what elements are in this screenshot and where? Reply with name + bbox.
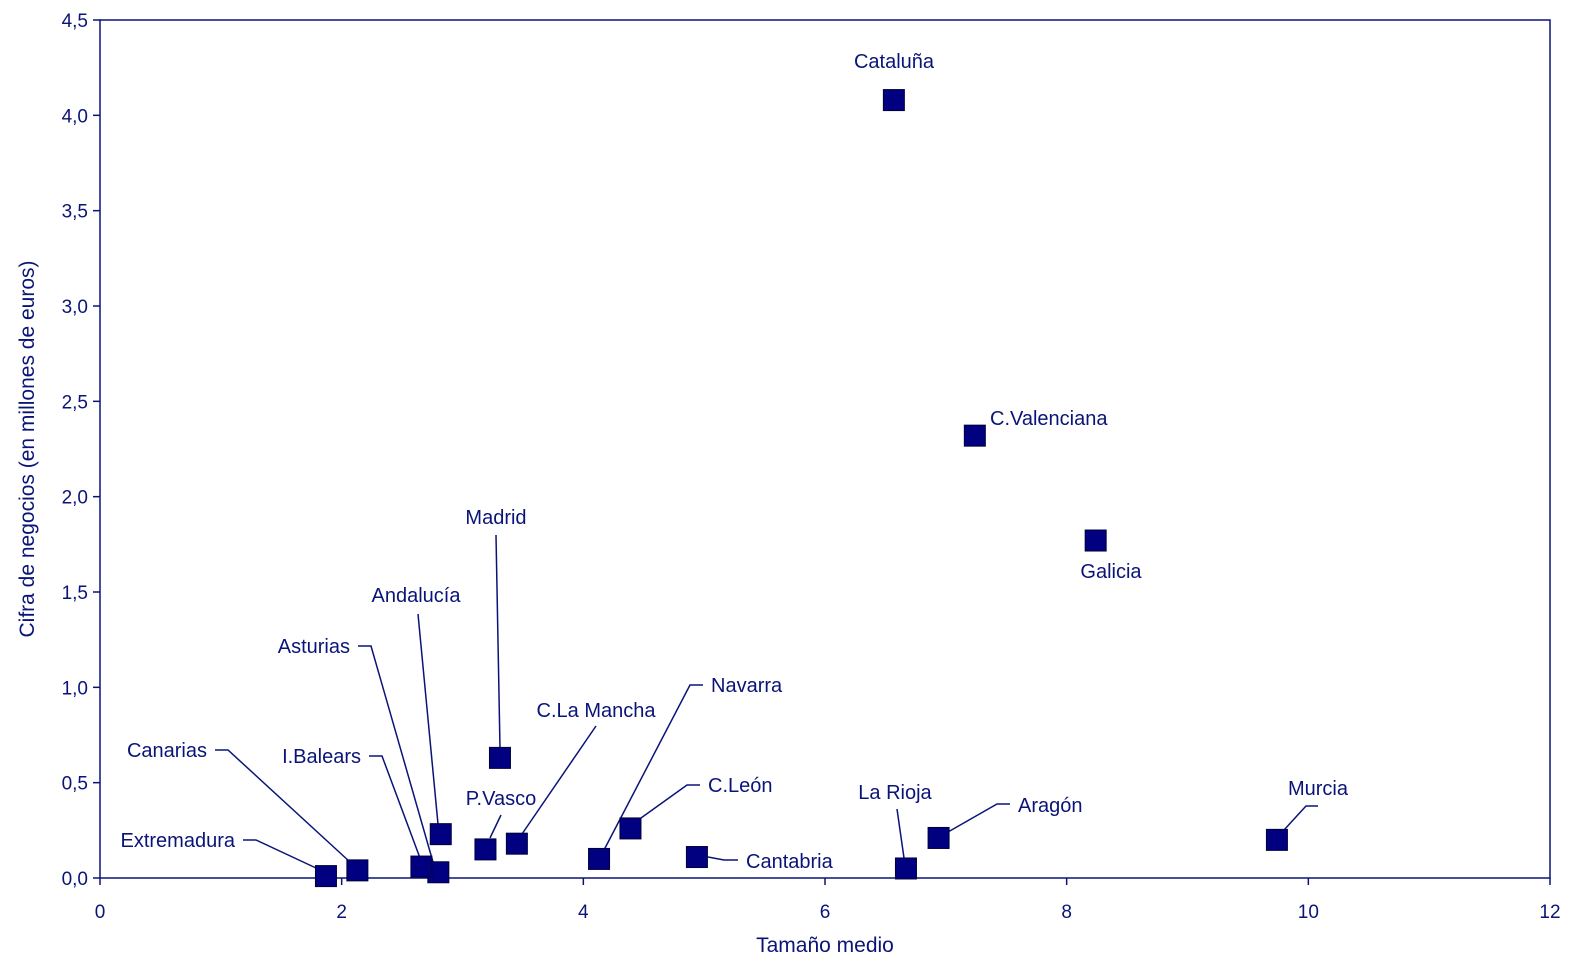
leader-line-murcia: [1283, 805, 1318, 831]
marker-navarra: [588, 847, 611, 870]
leader-line-cantabria: [707, 856, 738, 861]
leader-line-navarra: [603, 684, 703, 851]
leader-line-aragon: [947, 803, 1010, 833]
marker-la-rioja: [894, 857, 917, 880]
marker-aragon: [927, 826, 950, 849]
label-i-balears: I.Balears: [282, 746, 361, 768]
label-extremadura: Extremadura: [121, 830, 236, 852]
y-tick-label: 3,5: [62, 202, 88, 223]
x-tick-label: 8: [1061, 902, 1072, 923]
y-tick-label: 2,5: [62, 392, 88, 413]
leader-line-c-la-mancha: [521, 725, 597, 835]
x-tick-label: 0: [95, 902, 106, 923]
label-madrid: Madrid: [465, 507, 526, 529]
label-canarias: Canarias: [127, 740, 207, 762]
label-asturias: Asturias: [278, 636, 350, 658]
label-aragon: Aragón: [1018, 795, 1083, 817]
marker-galicia: [1084, 529, 1107, 552]
x-tick-label: 6: [820, 902, 831, 923]
label-andalucia: Andalucía: [372, 585, 462, 607]
y-tick-label: 1,5: [62, 583, 88, 604]
label-cantabria: Cantabria: [746, 851, 834, 873]
point-labels: Cataluña C.Valenciana Galicia Madrid Andaluc…: [121, 51, 1349, 873]
y-tick-label: 1,0: [62, 678, 88, 699]
leader-line-extremadura: [243, 839, 317, 869]
label-c-la-mancha: C.La Mancha: [537, 700, 657, 722]
label-c-leon: C.León: [708, 775, 773, 797]
leader-line-canarias: [215, 749, 351, 863]
label-murcia: Murcia: [1288, 778, 1349, 800]
marker-p-vasco: [474, 838, 497, 861]
marker-i-balears: [410, 855, 433, 878]
label-navarra: Navarra: [711, 675, 783, 697]
x-tick-label: 2: [336, 902, 347, 923]
leader-line-c-leon: [640, 784, 700, 819]
label-cataluna: Cataluña: [854, 51, 935, 73]
markers: [314, 89, 1288, 888]
x-tick-label: 10: [1298, 902, 1319, 923]
y-tick-label: 4,0: [62, 106, 88, 127]
marker-andalucia: [429, 823, 452, 846]
marker-murcia: [1265, 828, 1288, 851]
leader-line-asturias: [358, 645, 434, 863]
marker-madrid: [488, 746, 511, 769]
marker-extremadura: [314, 865, 337, 888]
x-tick-label: 4: [578, 902, 589, 923]
marker-cataluna: [882, 89, 905, 112]
leader-line-madrid: [495, 534, 501, 749]
marker-c-leon: [619, 817, 642, 840]
y-tick-label: 2,0: [62, 488, 88, 509]
y-tick-label: 0,0: [62, 869, 88, 890]
y-axis-title: Cifra de negocios (en millones de euros): [16, 260, 39, 637]
y-axis: 0,0 0,5 1,0 1,5 2,0 2,5 3,0 3,5 4,0 4,5: [62, 11, 100, 890]
y-tick-label: 0,5: [62, 774, 88, 795]
marker-canarias: [346, 859, 369, 882]
label-p-vasco: P.Vasco: [466, 788, 536, 810]
x-tick-label: 12: [1539, 902, 1560, 923]
leader-line-andalucia: [417, 613, 439, 825]
label-la-rioja: La Rioja: [858, 782, 932, 804]
marker-c-valenciana: [963, 424, 986, 447]
label-c-valenciana: C.Valenciana: [990, 408, 1108, 430]
marker-cantabria: [685, 846, 708, 869]
x-axis-title: Tamaño medio: [756, 934, 894, 957]
leader-line-i-balears: [369, 755, 421, 859]
leader-line-la-rioja: [896, 808, 905, 859]
label-galicia: Galicia: [1080, 561, 1142, 583]
leader-lines: [215, 534, 1318, 869]
x-axis: 0 2 4 6 8 10 12: [95, 878, 1561, 923]
y-tick-label: 4,5: [62, 11, 88, 32]
y-tick-label: 3,0: [62, 297, 88, 318]
marker-c-la-mancha: [505, 832, 528, 855]
leader-line-p-vasco: [489, 814, 502, 839]
